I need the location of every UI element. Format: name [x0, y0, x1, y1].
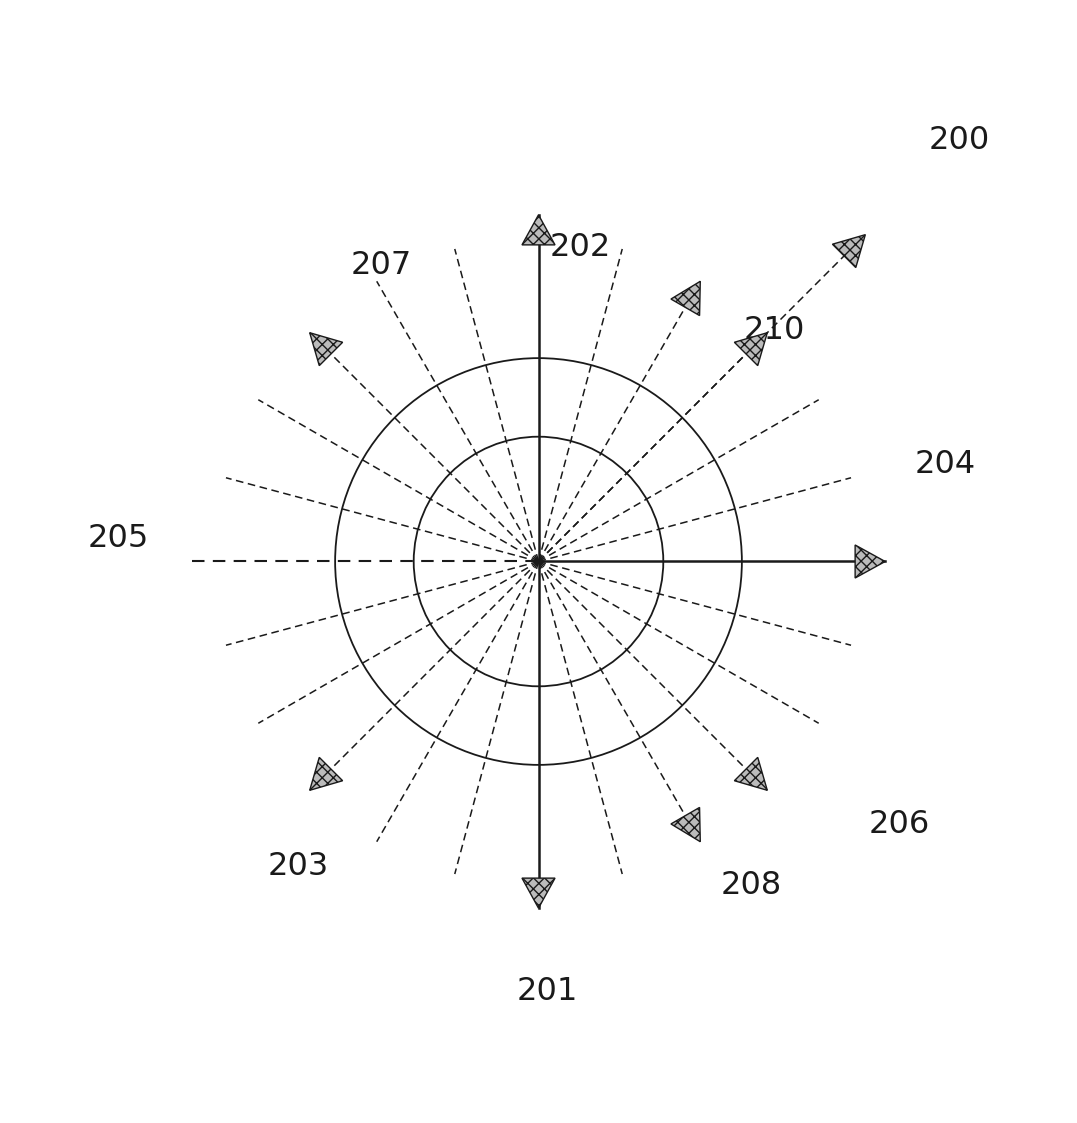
Polygon shape: [735, 332, 767, 366]
Polygon shape: [735, 757, 767, 791]
Text: 206: 206: [868, 810, 929, 840]
Text: 202: 202: [549, 231, 611, 263]
Polygon shape: [310, 332, 342, 366]
Polygon shape: [671, 281, 700, 316]
Polygon shape: [671, 807, 700, 842]
Text: 204: 204: [914, 449, 976, 480]
Polygon shape: [522, 878, 555, 909]
Text: 201: 201: [517, 976, 578, 1007]
Polygon shape: [310, 757, 342, 791]
Text: 200: 200: [928, 126, 990, 156]
Text: 208: 208: [721, 869, 782, 901]
Polygon shape: [855, 545, 885, 578]
Text: 207: 207: [351, 250, 412, 281]
Polygon shape: [833, 235, 865, 267]
Text: 203: 203: [267, 851, 328, 882]
Text: 210: 210: [743, 314, 805, 346]
Polygon shape: [522, 214, 555, 245]
Text: 205: 205: [87, 523, 149, 554]
